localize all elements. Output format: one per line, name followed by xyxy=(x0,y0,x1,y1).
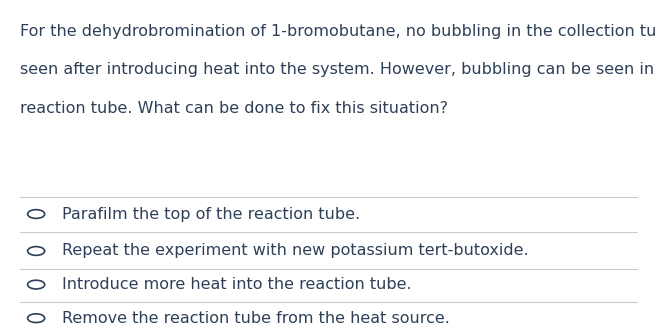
Text: Repeat the experiment with new potassium tert-butoxide.: Repeat the experiment with new potassium… xyxy=(62,244,529,258)
Text: Remove the reaction tube from the heat source.: Remove the reaction tube from the heat s… xyxy=(62,311,450,326)
Text: seen after introducing heat into the system. However, bubbling can be seen in th: seen after introducing heat into the sys… xyxy=(20,62,657,77)
Text: Parafilm the top of the reaction tube.: Parafilm the top of the reaction tube. xyxy=(62,207,361,221)
Text: For the dehydrobromination of 1-bromobutane, no bubbling in the collection tube : For the dehydrobromination of 1-bromobut… xyxy=(20,24,657,39)
Text: reaction tube. What can be done to fix this situation?: reaction tube. What can be done to fix t… xyxy=(20,101,447,116)
Text: Introduce more heat into the reaction tube.: Introduce more heat into the reaction tu… xyxy=(62,277,412,292)
